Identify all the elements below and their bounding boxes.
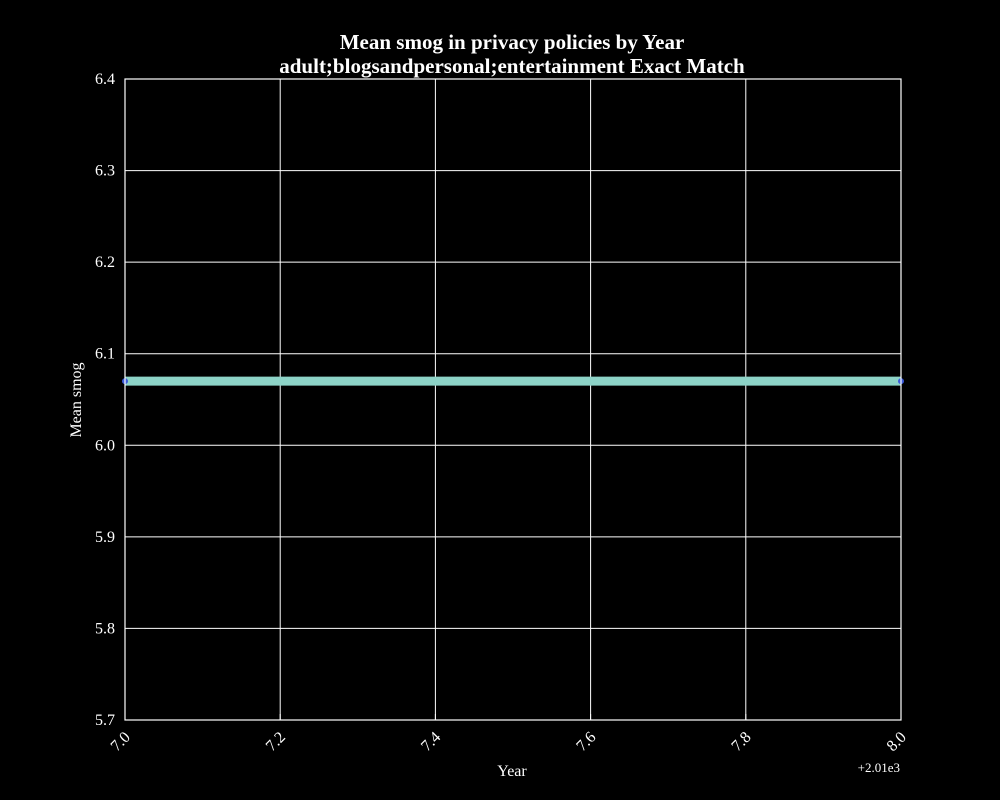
y-tick-label: 6.3 bbox=[95, 163, 115, 180]
chart-subtitle: adult;blogsandpersonal;entertainment Exa… bbox=[279, 54, 745, 78]
x-axis-label: Year bbox=[497, 763, 527, 780]
y-tick-label: 6.4 bbox=[95, 71, 115, 88]
y-tick-label: 6.2 bbox=[95, 254, 115, 271]
y-axis-label: Mean smog bbox=[68, 362, 85, 437]
x-offset-label: +2.01e3 bbox=[858, 760, 900, 775]
chart-title: Mean smog in privacy policies by Year bbox=[340, 30, 685, 54]
y-tick-label: 5.8 bbox=[95, 620, 115, 637]
y-tick-label: 5.9 bbox=[95, 529, 115, 546]
series-layer bbox=[122, 376, 904, 386]
y-tick-label: 6.0 bbox=[95, 437, 115, 454]
y-tick-label: 6.1 bbox=[95, 346, 115, 363]
y-tick-labels: 5.7 5.8 5.9 6.0 6.1 6.2 6.3 6.4 bbox=[95, 71, 115, 729]
y-tick-label: 5.7 bbox=[95, 712, 115, 729]
plot-frame bbox=[124, 78, 902, 721]
